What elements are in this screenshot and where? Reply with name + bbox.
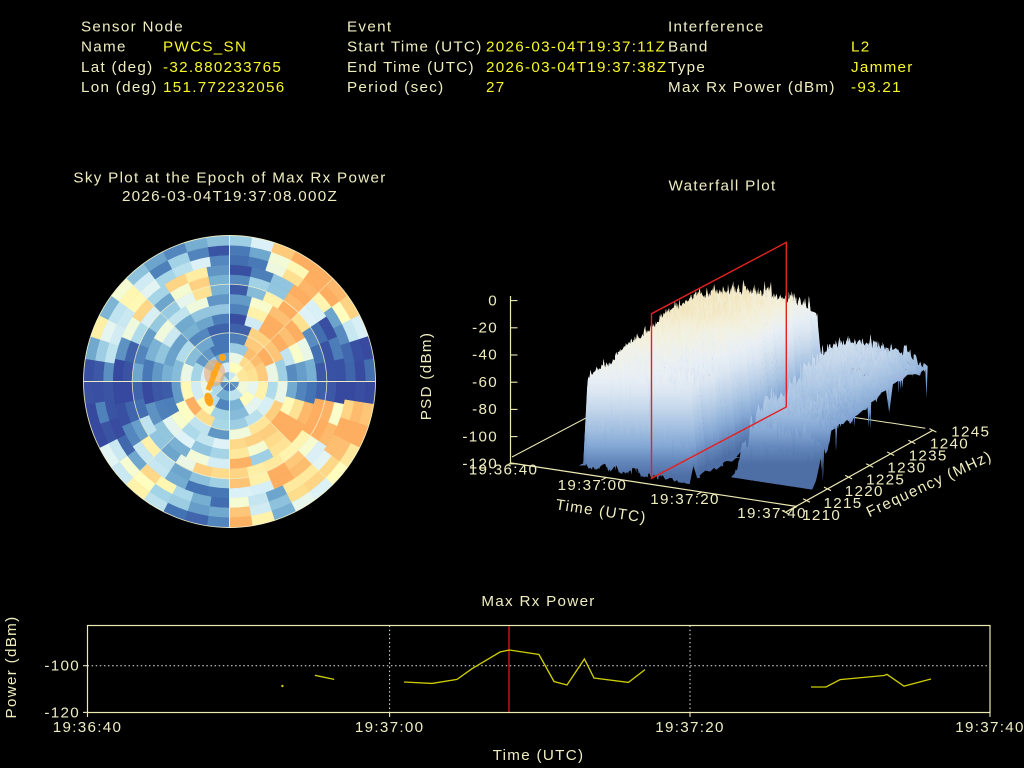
svg-text:1225: 1225 — [866, 471, 905, 488]
svg-text:-80: -80 — [472, 401, 498, 418]
svg-text:-100: -100 — [462, 428, 498, 445]
svg-text:Sensor Node: Sensor Node — [81, 19, 184, 36]
svg-text:Start Time (UTC): Start Time (UTC) — [347, 39, 483, 56]
svg-text:Period (sec): Period (sec) — [347, 79, 444, 96]
svg-text:1215: 1215 — [824, 495, 863, 512]
svg-text:Waterfall Plot: Waterfall Plot — [669, 178, 777, 195]
svg-text:Max Rx Power: Max Rx Power — [481, 593, 595, 610]
svg-text:19:37:20: 19:37:20 — [650, 491, 720, 508]
svg-text:-40: -40 — [472, 347, 498, 364]
svg-text:Type: Type — [668, 59, 706, 76]
svg-text:PWCS_SN: PWCS_SN — [163, 39, 247, 56]
svg-text:19:37:00: 19:37:00 — [558, 477, 628, 494]
svg-text:151.772232056: 151.772232056 — [163, 79, 285, 96]
svg-text:1230: 1230 — [887, 459, 926, 476]
svg-text:L2: L2 — [851, 39, 871, 56]
svg-text:1245: 1245 — [951, 424, 990, 441]
svg-text:Band: Band — [668, 39, 709, 56]
svg-text:-60: -60 — [472, 374, 498, 391]
svg-text:-32.880233765: -32.880233765 — [163, 59, 282, 76]
svg-text:End Time (UTC): End Time (UTC) — [347, 59, 475, 76]
svg-text:2026-03-04T19:37:11Z: 2026-03-04T19:37:11Z — [486, 39, 666, 56]
svg-text:-100: -100 — [44, 658, 80, 675]
svg-text:0: 0 — [488, 292, 498, 309]
svg-text:PSD (dBm): PSD (dBm) — [418, 332, 435, 421]
svg-text:Jammer: Jammer — [851, 59, 914, 76]
svg-text:1240: 1240 — [930, 436, 969, 453]
svg-text:-20: -20 — [472, 320, 498, 337]
svg-text:Event: Event — [347, 19, 392, 36]
svg-text:1220: 1220 — [845, 483, 884, 500]
svg-text:-93.21: -93.21 — [851, 79, 902, 96]
svg-text:Power (dBm): Power (dBm) — [3, 616, 20, 719]
svg-text:Name: Name — [81, 39, 127, 56]
svg-text:2026-03-04T19:37:38Z: 2026-03-04T19:37:38Z — [486, 59, 667, 76]
svg-text:2026-03-04T19:37:08.000Z: 2026-03-04T19:37:08.000Z — [122, 188, 338, 205]
svg-text:27: 27 — [486, 79, 506, 96]
svg-text:1235: 1235 — [909, 448, 948, 465]
svg-text:19:36:40: 19:36:40 — [53, 719, 123, 736]
svg-text:19:37:20: 19:37:20 — [655, 719, 725, 736]
svg-text:19:36:40: 19:36:40 — [469, 461, 539, 478]
svg-text:-120: -120 — [44, 705, 80, 722]
svg-text:-120: -120 — [462, 456, 498, 473]
svg-text:Interference: Interference — [668, 19, 765, 36]
svg-text:Lat (deg): Lat (deg) — [81, 59, 154, 76]
svg-text:1210: 1210 — [802, 507, 841, 524]
svg-text:19:37:00: 19:37:00 — [355, 719, 425, 736]
svg-text:Max Rx Power (dBm): Max Rx Power (dBm) — [668, 79, 836, 96]
svg-text:Time (UTC): Time (UTC) — [493, 747, 585, 764]
svg-text:19:37:40: 19:37:40 — [955, 719, 1024, 736]
svg-text:Sky Plot at the Epoch of Max R: Sky Plot at the Epoch of Max Rx Power — [73, 170, 386, 187]
svg-text:19:37:40: 19:37:40 — [737, 505, 807, 522]
svg-text:Lon (deg): Lon (deg) — [81, 79, 158, 96]
